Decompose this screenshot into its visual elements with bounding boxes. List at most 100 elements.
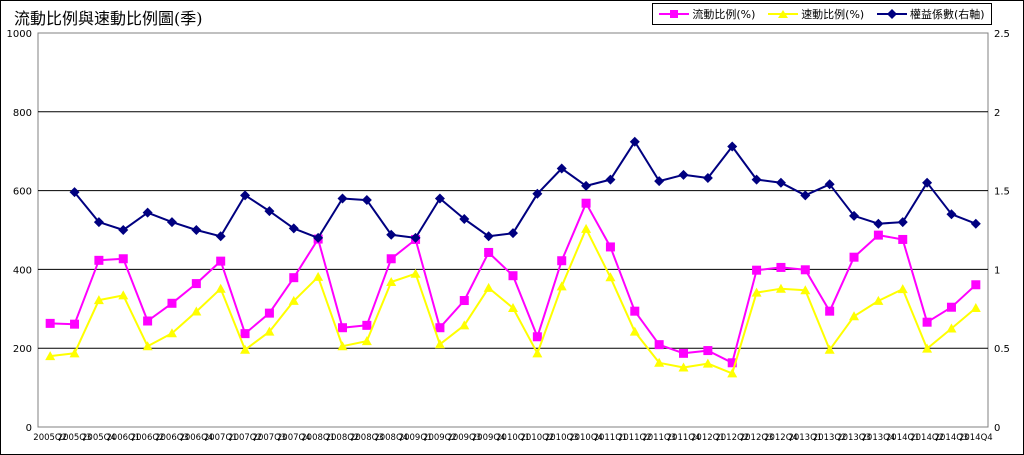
data-point-diamond [702,172,713,183]
legend-swatch-equity-multiplier [877,9,907,19]
data-point-diamond [775,177,786,188]
data-point-triangle [240,344,251,354]
data-point-triangle [727,368,738,378]
x-tick-label: 2008Q4 [374,433,408,443]
y2-tick-label: 2 [994,108,1000,119]
x-tick-label: 2014Q4 [959,433,993,443]
data-point-square [581,198,591,208]
data-point-triangle [483,282,494,292]
data-point-triangle [410,268,421,278]
data-point-triangle [508,303,518,313]
data-point-diamond [629,136,640,147]
data-point-triangle [751,287,762,297]
data-point-triangle [459,320,470,330]
data-point-diamond [800,190,811,201]
chart-title: 流動比例與速動比例圖(季) [14,9,203,28]
y2-tick-label: 1.5 [994,187,1010,198]
x-tick-label: 2012Q3 [740,433,774,443]
data-point-triangle [922,343,933,353]
x-tick-label: 2009Q2 [423,433,457,443]
x-tick-label: 2010Q4 [569,433,603,443]
data-point-triangle [605,272,616,282]
data-point-triangle [556,281,567,291]
data-point-square [946,302,956,312]
legend: 流動比例(%) 速動比例(%) 權益係數(右軸) [652,3,992,25]
data-point-square [167,298,177,308]
data-point-diamond [873,218,884,229]
data-point-square [532,332,542,342]
data-point-triangle [69,348,80,358]
data-point-triangle [288,295,299,305]
y2-tick-label: 2.5 [994,29,1010,40]
series-line [73,140,977,239]
x-tick-label: 2008Q1 [301,433,335,443]
data-point-triangle [93,295,104,305]
x-tick-label: 2014Q2 [910,433,944,443]
data-point-triangle [532,348,543,358]
data-point-diamond [118,225,129,235]
x-tick-label: 2008Q2 [326,433,360,443]
data-point-square [825,306,835,316]
data-point-square [459,296,469,306]
data-point-diamond [946,209,957,220]
data-point-square [508,271,518,281]
x-tick-label: 2013Q4 [862,433,896,443]
x-tick-label: 2006Q4 [179,433,213,443]
data-point-square [922,317,932,327]
legend-label-equity-multiplier: 權益係數(右軸) [910,8,985,21]
data-point-diamond [922,177,933,188]
data-point-square [435,323,445,333]
y-tick-label: 600 [13,187,32,198]
legend-swatch-quick-ratio [768,10,799,18]
data-point-square [484,247,494,257]
data-point-diamond [897,217,908,228]
y2-tick-label: 0.5 [994,344,1010,355]
data-point-diamond [313,232,324,243]
x-tick-label: 2013Q2 [813,433,847,443]
x-tick-label: 2006Q3 [155,433,189,443]
x-tick-label: 2009Q1 [399,433,433,443]
data-point-triangle [215,283,226,293]
data-point-square [776,262,786,272]
x-tick-label: 2007Q1 [204,433,238,443]
data-point-diamond [970,218,981,229]
data-point-square [264,308,274,318]
y-tick-label: 200 [13,344,32,355]
data-point-diamond [215,231,226,242]
data-point-triangle [337,341,348,351]
x-tick-label: 2005Q3 [58,433,92,443]
x-tick-label: 2005Q4 [82,433,116,443]
data-point-square [240,329,250,339]
x-tick-label: 2005Q2 [33,433,67,443]
data-point-diamond [337,193,348,204]
x-tick-label: 2007Q3 [253,433,287,443]
data-point-diamond [459,213,470,224]
data-point-square [216,256,226,266]
x-tick-label: 2011Q2 [618,433,652,443]
x-tick-label: 2010Q3 [545,433,579,443]
data-point-diamond [191,225,202,235]
x-tick-label: 2012Q1 [691,433,725,443]
data-point-square [45,318,55,328]
data-point-square [143,316,153,326]
y-tick-label: 400 [13,265,32,276]
x-tick-label: 2012Q2 [715,433,749,443]
data-point-square [679,348,689,358]
data-point-triangle [678,362,689,372]
data-point-square [289,273,299,283]
data-point-square [386,254,396,264]
data-point-square [557,256,567,266]
data-point-diamond [849,210,860,221]
data-point-square [752,265,762,275]
data-point-square [605,242,615,252]
data-point-triangle [118,290,129,300]
data-point-triangle [702,358,713,368]
data-point-square [703,346,713,356]
data-point-square [630,306,640,316]
data-point-diamond [824,179,835,190]
y-tick-label: 800 [13,108,32,119]
data-point-square [191,279,201,289]
data-point-diamond [581,180,592,191]
data-point-triangle [824,344,835,354]
